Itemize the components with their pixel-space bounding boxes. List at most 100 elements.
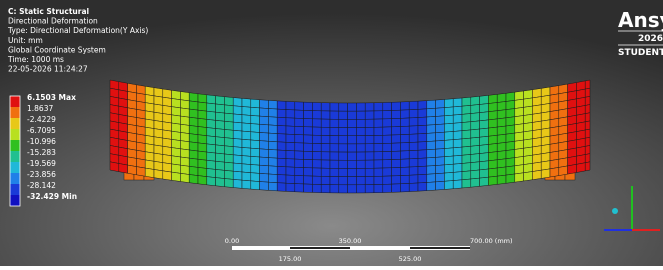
mesh-cell [286,167,295,176]
mesh-cell [532,121,541,130]
mesh-cell [541,103,550,113]
mesh-cell [172,139,181,148]
mesh-cell [383,119,392,127]
mesh-cell [480,177,489,186]
logo-edition: STUDENT [618,48,663,58]
mesh-cell [365,152,374,160]
mesh-cell [268,133,277,142]
mesh-cell [242,172,251,181]
mesh-cell [488,143,497,152]
mesh-cell [444,115,453,124]
mesh-cell [444,181,453,190]
mesh-cell [145,168,154,178]
mesh-cell [180,165,189,174]
mesh-cell [180,149,189,158]
mesh-cell [198,135,207,144]
mesh-cell [453,114,462,123]
mesh-cell [198,143,207,152]
mesh-cell [312,135,321,143]
mesh-cell [515,148,524,157]
mesh-cell [462,179,471,188]
mesh-cell [497,159,506,168]
mesh-cell [471,145,480,154]
mesh-cell [321,160,330,168]
mesh-cell [277,166,286,175]
mesh-cell [497,151,506,160]
mesh-cell [497,167,506,176]
mesh-cell [251,148,260,157]
mesh-cell [339,177,348,185]
mesh-cell [268,158,277,167]
header-line: Time: 1000 ms [7,55,64,64]
mesh-cell [163,122,172,131]
header-line: Type: Directional Deformation(Y Axis) [7,26,148,35]
mesh-cell [471,162,480,171]
mesh-cell [172,90,181,99]
mesh-cell [532,154,541,163]
mesh-cell [180,141,189,150]
mesh-cell [207,111,216,120]
mesh-cell [356,160,365,168]
mesh-cell [374,160,383,168]
mesh-cell [488,119,497,128]
mesh-cell [207,152,216,161]
mesh-cell [304,119,313,127]
mesh-cell [304,151,313,159]
mesh-cell [506,133,515,142]
mesh-cell [418,174,427,183]
mesh-cell [541,169,550,179]
mesh-cell [277,175,286,184]
mesh-cell [277,125,286,134]
mesh-cell [277,109,286,118]
mesh-cell [189,125,198,134]
mesh-cell [480,144,489,153]
mesh-cell [585,113,590,122]
mesh-cell [383,110,392,118]
mesh-cell [436,173,445,182]
mesh-cell [198,110,207,119]
mesh-cell [497,126,506,135]
mesh-cell [480,112,489,121]
mesh-cell [224,170,233,179]
mesh-cell [154,129,163,139]
mesh-cell [462,163,471,172]
mesh-cell [400,118,409,127]
mesh-cell [585,121,590,130]
mesh-cell [198,127,207,136]
mesh-cell [304,110,313,118]
mesh-cell [295,143,304,152]
mesh-cell [251,156,260,165]
mesh-cell [207,95,216,104]
mesh-cell [330,136,339,144]
mesh-cell [356,136,365,144]
mesh-cell [233,106,242,115]
mesh-cell [585,96,590,105]
mesh-cell [427,174,436,183]
mesh-cell [524,131,533,140]
mesh-cell [427,116,436,125]
legend-label: 1.8637 [27,104,53,113]
mesh-cell [392,110,401,119]
mesh-cell [383,160,392,168]
mesh-cell [383,151,392,159]
mesh-cell [400,110,409,119]
mesh-cell [356,144,365,152]
mesh-cell [462,171,471,180]
mesh-cell [436,116,445,125]
mesh-cell [576,163,585,173]
mesh-cell [233,130,242,139]
mesh-cell [400,134,409,143]
mesh-cell [251,140,260,149]
mesh-cell [506,100,515,109]
mesh-cell [180,108,189,117]
mesh-cell [321,119,330,127]
mesh-cell [251,165,260,174]
mesh-cell [400,151,409,160]
mesh-cell [224,121,233,130]
mesh-cell [224,105,233,114]
mesh-cell [365,144,374,152]
mesh-cell [268,117,277,126]
mesh-cell [286,183,295,192]
mesh-cell [198,102,207,111]
mesh-cell [348,144,357,152]
